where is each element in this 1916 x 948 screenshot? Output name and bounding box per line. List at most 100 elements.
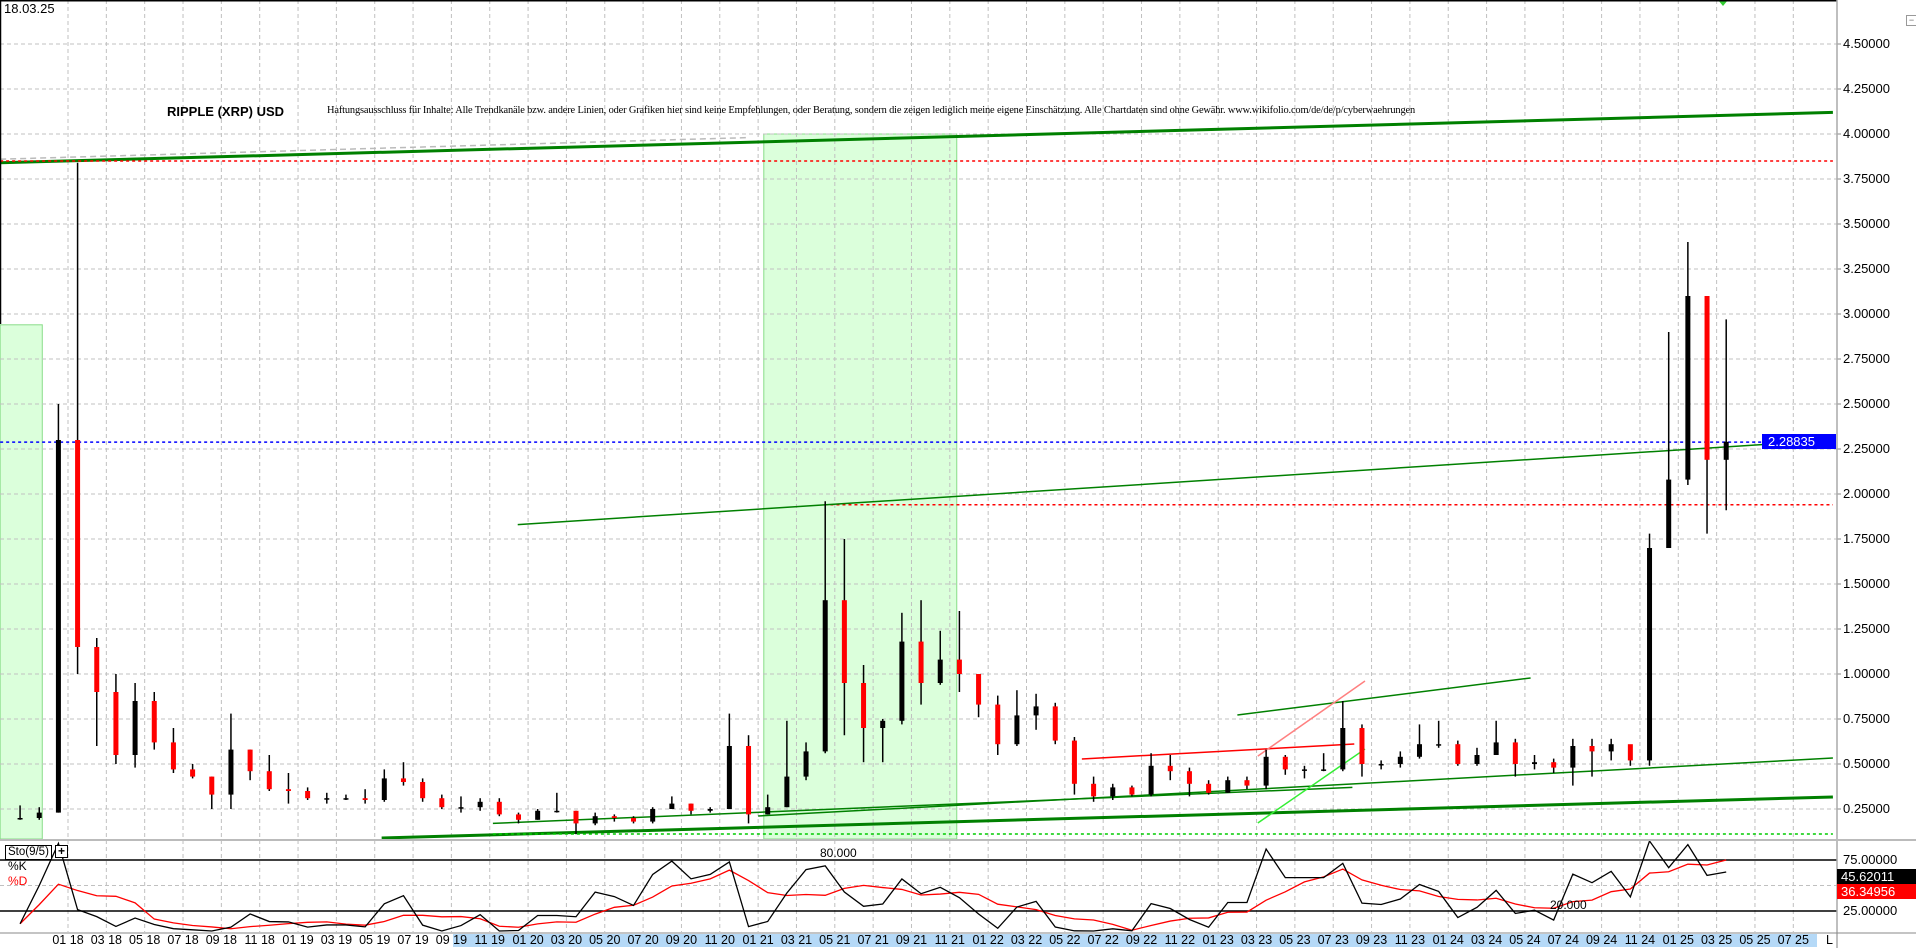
candle-body [113, 692, 119, 755]
x-tick-label: 09 18 [205, 933, 237, 947]
x-tick-label: 05 25 [1739, 933, 1771, 947]
candle-body [1378, 764, 1384, 766]
y-tick-label: 1.25000 [1843, 621, 1890, 636]
candle-body [75, 440, 81, 647]
collapse-button[interactable]: − [1906, 15, 1916, 26]
x-tick-label: 03 20 [550, 933, 583, 947]
x-tick-label: 11 21 [934, 933, 965, 947]
candle-body [1704, 296, 1710, 460]
candle-body [1148, 765, 1154, 795]
x-tick-label: 09 21 [895, 933, 928, 947]
d-legend: %D [8, 874, 28, 888]
candle-body [976, 674, 982, 705]
candle-body [1244, 780, 1250, 786]
candle-body [94, 647, 100, 692]
y-tick-label: 3.25000 [1843, 261, 1890, 276]
x-tick-label: 05 21 [819, 933, 851, 947]
trendline [0, 110, 1833, 165]
x-axis-highlight [453, 934, 1817, 947]
candle-body [650, 809, 656, 822]
y-tick-label: 0.50000 [1843, 756, 1890, 771]
y-tick-label: 3.00000 [1843, 306, 1890, 321]
x-tick-label: 01 19 [282, 933, 314, 947]
x-tick-label: 01 22 [972, 933, 1004, 947]
stochastic-panel [0, 839, 1837, 932]
candle-body [726, 746, 732, 809]
add-indicator-button[interactable]: + [55, 845, 68, 858]
x-tick-label: 05 20 [589, 933, 621, 947]
candle-body [899, 641, 905, 721]
candle-body [305, 791, 311, 799]
x-tick-label: 09 23 [1355, 933, 1388, 947]
highlight-zone [763, 133, 958, 840]
candle-body [1321, 769, 1327, 771]
candle-body [439, 798, 445, 808]
x-tick-label: 03 21 [780, 933, 813, 947]
candle-body [784, 776, 790, 808]
x-tick-label: 07 20 [627, 933, 659, 947]
trendline [1257, 680, 1366, 757]
candle-body [937, 659, 943, 683]
price-candles [17, 0, 1729, 835]
x-tick-label: 01 24 [1432, 933, 1464, 947]
level-80-label: 80.000 [820, 846, 857, 860]
x-tick-label: 11 18 [244, 933, 275, 947]
x-tick-label: 01 23 [1202, 933, 1234, 947]
candle-body [956, 659, 962, 674]
sto-tick-75: 75.00000 [1843, 852, 1898, 867]
candle-body [861, 683, 867, 728]
candle-body [1436, 744, 1442, 746]
date-stamp: 18.03.25 [4, 1, 55, 16]
candle-body [1301, 769, 1307, 771]
x-tick-label: 11 22 [1164, 933, 1196, 947]
candle-body [458, 807, 464, 809]
y-tick-label: 4.00000 [1843, 126, 1890, 141]
candle-body [343, 798, 349, 800]
y-tick-label: 1.50000 [1843, 576, 1890, 591]
candle-body [1512, 742, 1518, 764]
candle-body [36, 812, 42, 818]
k-value-marker: 45.62011 [1837, 869, 1916, 884]
candle-body [1397, 756, 1403, 764]
x-tick-label: 09 20 [665, 933, 698, 947]
x-tick-label: 11 23 [1394, 933, 1426, 947]
axis-scale-toggle[interactable]: L [1826, 933, 1833, 947]
candle-body [17, 818, 23, 820]
sto-tick-25: 25.00000 [1843, 903, 1898, 918]
candle-body [1014, 715, 1020, 745]
candle-body [1474, 755, 1480, 764]
candle-body [573, 810, 579, 824]
y-tick-label: 3.75000 [1843, 171, 1890, 186]
candle-body [420, 782, 426, 799]
x-tick-label: 11 20 [704, 933, 735, 947]
candle-body [1416, 744, 1422, 757]
candle-body [1723, 441, 1729, 460]
y-tick-label: 2.50000 [1843, 396, 1890, 411]
candle-body [880, 720, 886, 728]
k-legend: %K [8, 859, 27, 873]
candle-body [535, 810, 541, 820]
trendline [1081, 743, 1355, 760]
candle-body [765, 807, 771, 815]
x-tick-label: 09 22 [1125, 933, 1158, 947]
x-tick-label: 11 19 [474, 933, 505, 947]
candle-body [611, 816, 617, 818]
trendline [1257, 748, 1366, 824]
y-tick-label: 2.00000 [1843, 486, 1890, 501]
x-tick-label: 05 22 [1049, 933, 1081, 947]
candle-body [554, 810, 560, 813]
candle-body [669, 803, 675, 809]
trendline [381, 795, 1833, 840]
candle-body [247, 749, 253, 772]
candle-body [400, 778, 406, 782]
x-tick-label: 09 24 [1585, 933, 1618, 947]
candle-body [1167, 765, 1173, 772]
candle-body [1570, 746, 1576, 768]
stochastic-indicator-label[interactable]: Sto(9/5) [5, 845, 52, 860]
candle-body [228, 749, 234, 795]
candle-body [1263, 756, 1269, 786]
candle-body [1608, 744, 1614, 752]
x-tick-label: 07 24 [1547, 933, 1579, 947]
candle-body [1225, 780, 1231, 793]
